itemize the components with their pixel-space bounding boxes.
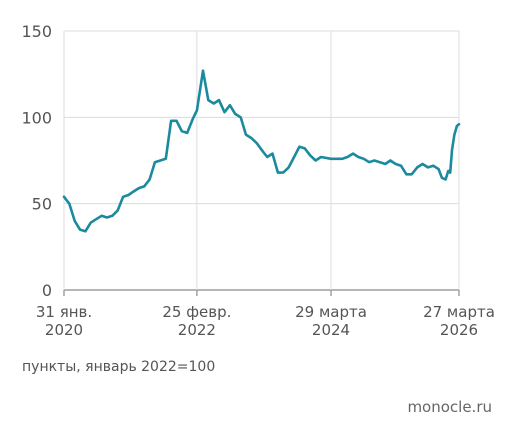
line-chart: 0 50 100 150 31 янв.2020 25 февр.2022 29 март…: [21, 22, 495, 339]
x-tick-label: 27 марта: [423, 303, 495, 321]
y-tick-label: 0: [42, 281, 52, 300]
x-tick-label-year: 2024: [312, 321, 350, 339]
x-tick-label-year: 2022: [178, 321, 216, 339]
y-axis-tick-labels: 0 50 100 150: [21, 22, 52, 300]
y-tick-label: 50: [32, 195, 52, 214]
grid-lines: [63, 30, 460, 296]
series-group: [62, 69, 461, 233]
series-line: [62, 69, 461, 233]
x-tick-label: 31 янв.: [36, 303, 92, 321]
x-tick-label-year: 2026: [440, 321, 478, 339]
x-tick-label-year: 2020: [45, 321, 83, 339]
units-note: пункты, январь 2022=100: [22, 359, 216, 375]
x-tick-label: 25 февр.: [162, 303, 231, 321]
y-tick-label: 100: [21, 108, 52, 127]
brand-label: monocle.ru: [407, 398, 492, 416]
x-tick-label: 29 марта: [295, 303, 367, 321]
y-tick-label: 150: [21, 22, 52, 41]
